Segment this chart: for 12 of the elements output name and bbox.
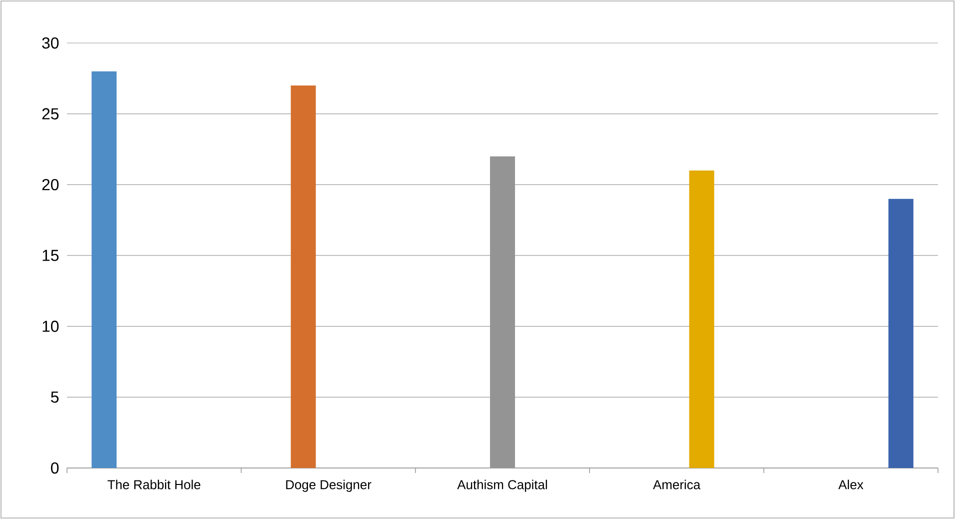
y-tick-label: 15 [42, 250, 59, 262]
x-tick-label: America [652, 480, 700, 490]
y-tick-label: 25 [42, 108, 59, 120]
x-tick-label: The Rabbit Hole [108, 480, 200, 490]
y-tick-label: 5 [51, 392, 59, 403]
x-tick-label: Doge Designer [286, 480, 372, 492]
y-tick-label: 0 [50, 462, 59, 474]
x-tick-label: Alex [838, 480, 864, 490]
y-tick-label: 10 [42, 320, 59, 332]
x-tick-label: Authism Capital [457, 480, 547, 492]
y-tick-label: 20 [42, 179, 59, 190]
y-tick-label: 30 [42, 37, 59, 49]
